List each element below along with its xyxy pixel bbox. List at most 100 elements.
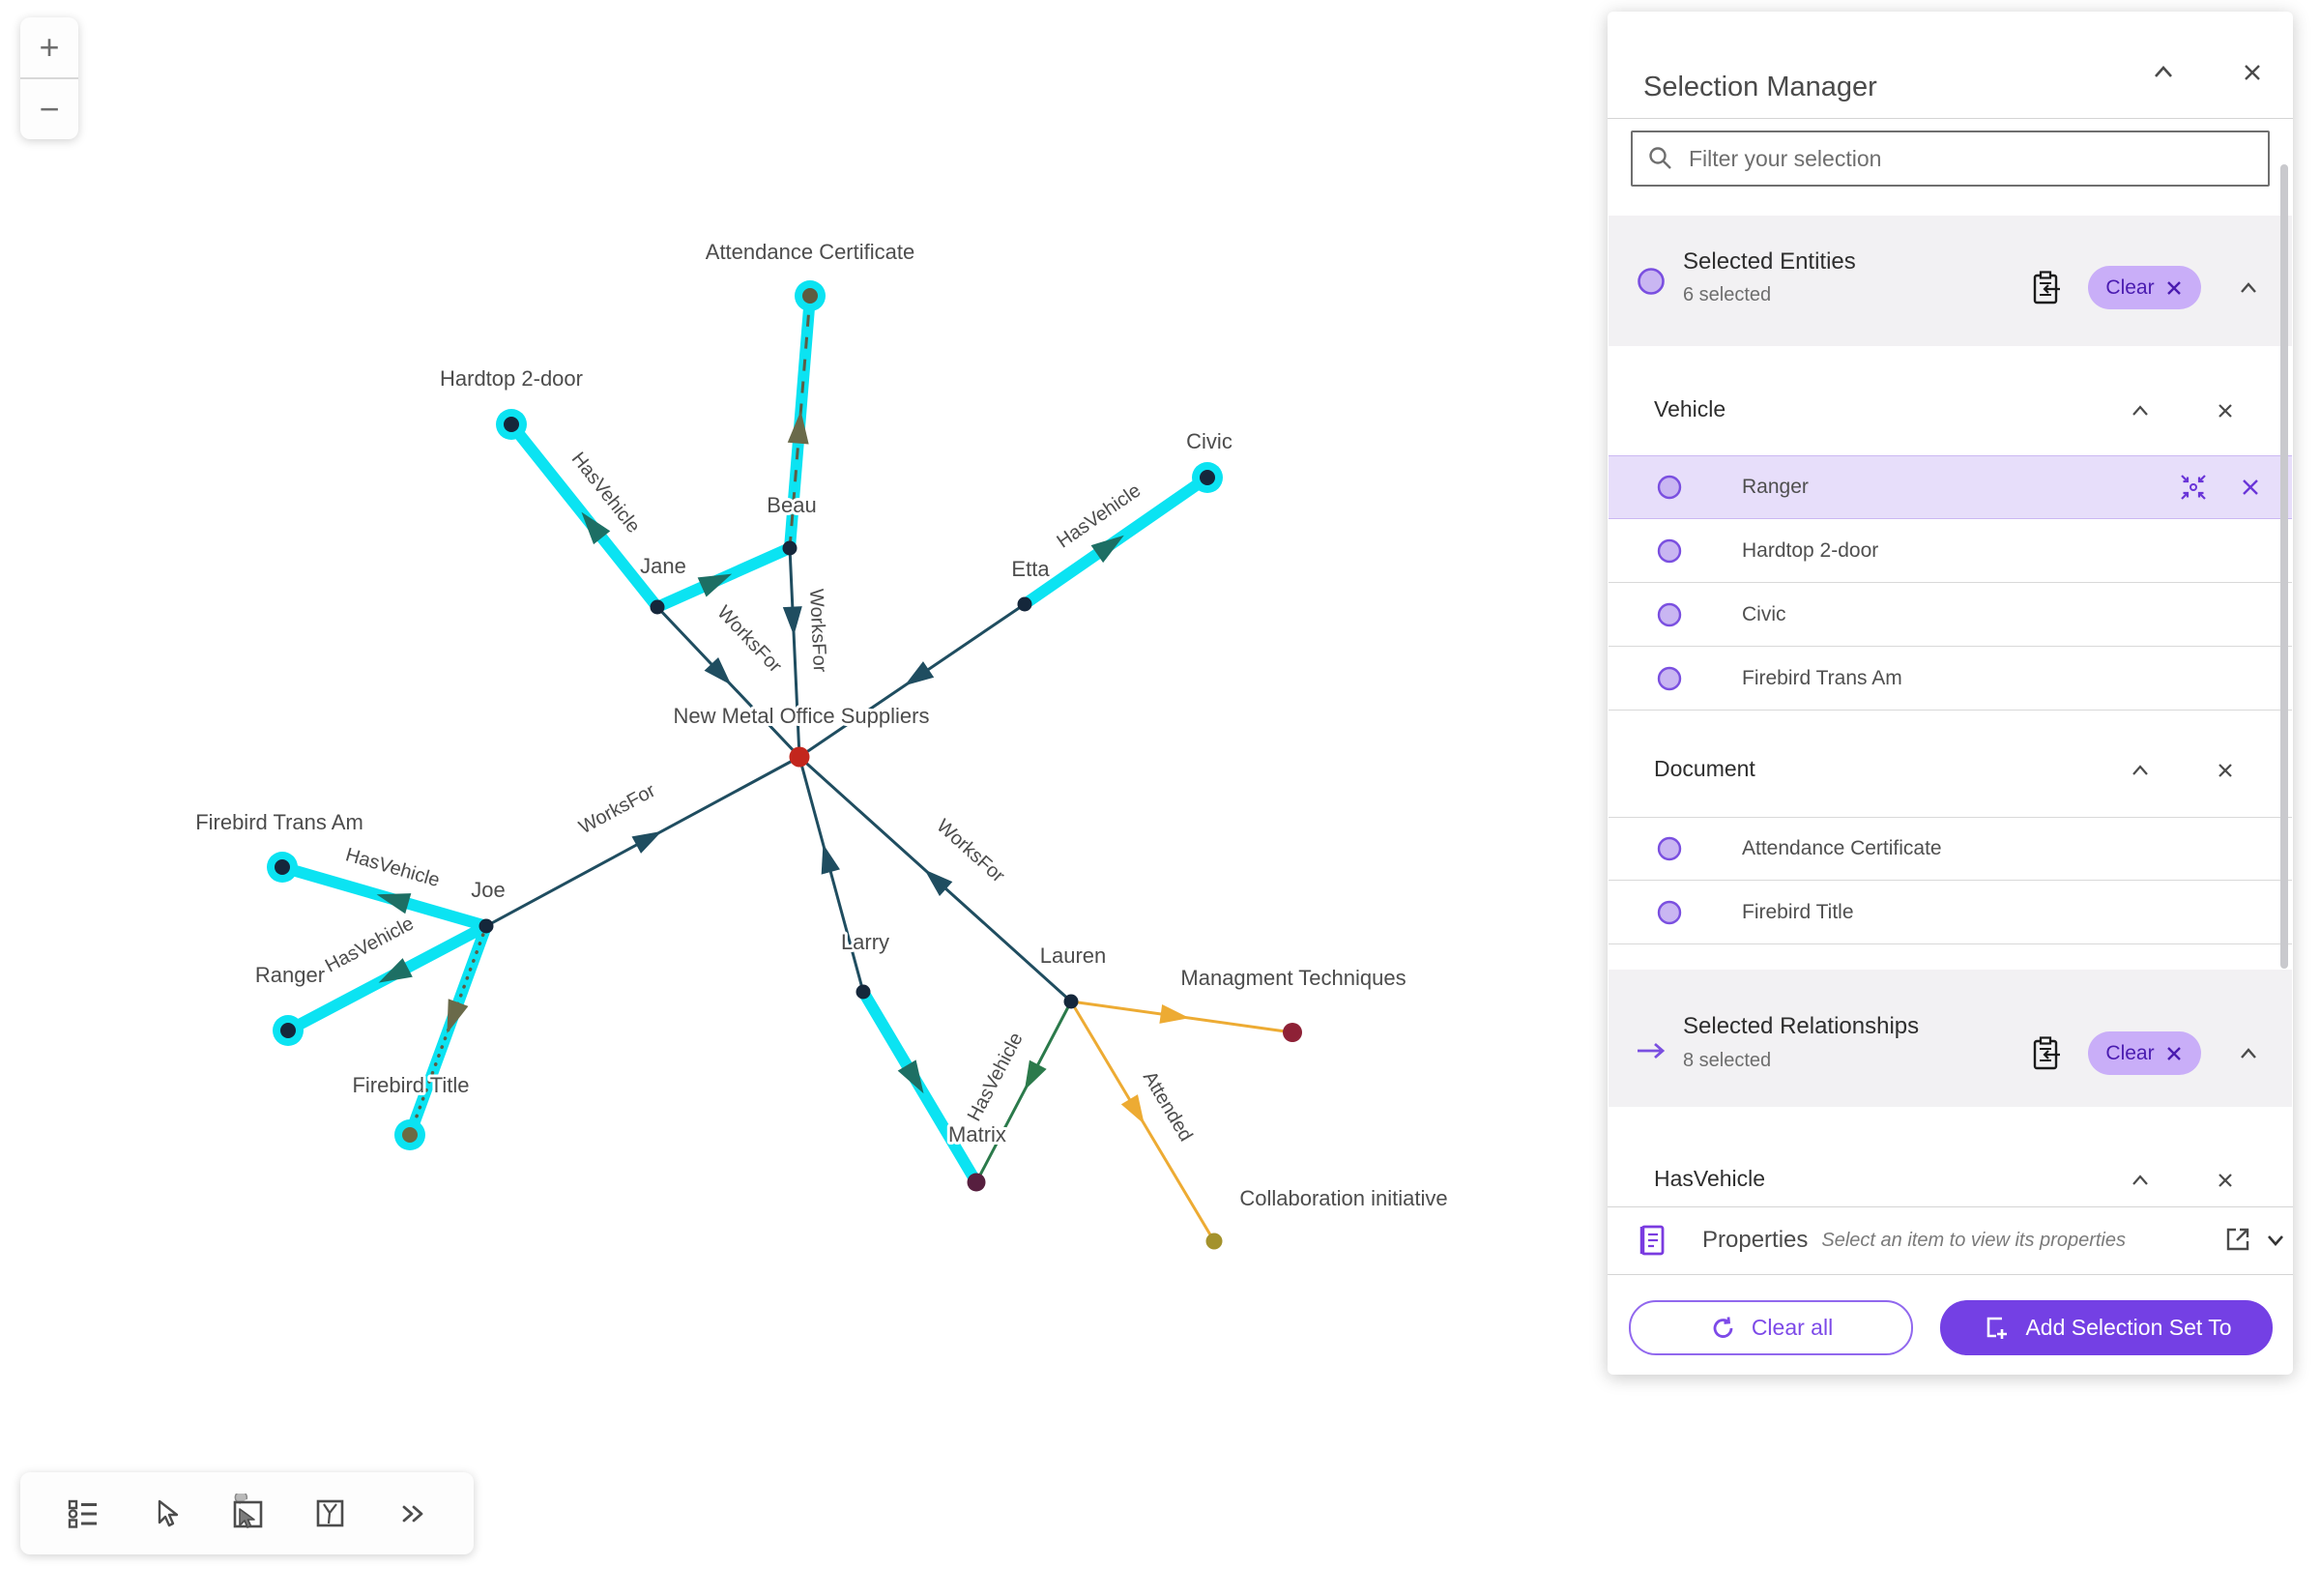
list-item[interactable]: Firebird Title — [1609, 881, 2292, 944]
properties-hint: Select an item to view its properties — [1821, 1229, 2126, 1251]
graph-node[interactable] — [650, 599, 665, 615]
graph-node-label: Ranger — [255, 963, 325, 987]
graph-edge-arrow — [924, 869, 953, 896]
graph-edge-arrow — [704, 656, 732, 685]
add-selection-set-button[interactable]: Add Selection Set To — [1940, 1300, 2273, 1355]
graph-node[interactable] — [504, 417, 519, 432]
list-item[interactable]: Ranger — [1609, 455, 2292, 519]
graph-node-label: Matrix — [948, 1122, 1006, 1146]
graph-node[interactable] — [802, 288, 818, 304]
search-box — [1631, 131, 2270, 187]
link-chart-layout-button[interactable] — [308, 1493, 351, 1535]
panel-scrollbar[interactable] — [2280, 164, 2288, 969]
graph-node-label: New Metal Office Suppliers — [674, 704, 930, 728]
divider — [1608, 118, 2293, 119]
close-vehicle-button[interactable] — [2211, 396, 2240, 425]
graph-node[interactable] — [789, 746, 810, 768]
clear-label: Clear — [2105, 276, 2155, 299]
collapse-relationships-button[interactable] — [2234, 1039, 2263, 1068]
graph-node[interactable] — [280, 1023, 296, 1038]
list-item-label: Civic — [1742, 602, 1786, 625]
graph-edge[interactable] — [798, 755, 865, 994]
search-input[interactable] — [1689, 145, 2254, 172]
more-tools-button[interactable] — [391, 1493, 433, 1535]
graph-edge-label: HasVehicle — [964, 1030, 1028, 1125]
entity-type-icon — [1657, 538, 1682, 563]
entity-type-icon — [1657, 602, 1682, 626]
zoom-in-button[interactable]: + — [20, 17, 78, 77]
clear-relationships-button[interactable]: Clear — [2088, 1031, 2201, 1075]
graph-node[interactable] — [1200, 470, 1215, 485]
clear-all-label: Clear all — [1751, 1315, 1834, 1340]
graph-node[interactable] — [478, 918, 494, 934]
pointer-tool-button[interactable] — [144, 1493, 187, 1535]
close-icon — [2218, 404, 2232, 418]
clear-label: Clear — [2105, 1041, 2155, 1064]
graph-node[interactable] — [782, 540, 798, 556]
collapse-entities-button[interactable] — [2234, 274, 2263, 303]
graph-edge[interactable] — [788, 546, 801, 759]
graph-node[interactable] — [856, 984, 871, 1000]
graph-node-label: Larry — [841, 930, 889, 954]
close-hasvehicle-button[interactable] — [2211, 1166, 2240, 1195]
open-panel-icon — [2226, 1228, 2249, 1251]
select-entities-tool-button[interactable] — [226, 1493, 269, 1535]
graph-node-label: Firebird Title — [352, 1073, 469, 1097]
selection-manager-panel: Selection Manager Selected Entities 6 se… — [1608, 12, 2293, 1375]
graph-edge-arrow — [1159, 1004, 1190, 1024]
list-item-label: Ranger — [1742, 476, 1809, 498]
entity-type-icon — [1657, 475, 1682, 500]
list-item[interactable]: Hardtop 2-door — [1609, 519, 2292, 583]
graph-edge-arrow — [904, 661, 935, 686]
center-on-icon[interactable] — [2176, 470, 2211, 505]
deselect-icon[interactable] — [2236, 473, 2265, 502]
graph-node[interactable] — [1283, 1023, 1302, 1042]
paste-entities-button[interactable] — [2027, 269, 2064, 307]
graph-toolbar — [20, 1472, 474, 1554]
collapse-vehicle-button[interactable] — [2126, 396, 2155, 425]
graph-edge-label: Attended — [1139, 1068, 1197, 1146]
close-panel-button[interactable] — [2236, 56, 2269, 89]
search-icon — [1649, 147, 1671, 169]
entity-type-icon — [1657, 836, 1682, 861]
open-properties-button[interactable] — [2220, 1222, 2255, 1257]
hasvehicle-group-title: HasVehicle — [1654, 1166, 1766, 1191]
close-icon — [2166, 1046, 2181, 1060]
list-item[interactable]: Civic — [1609, 583, 2292, 647]
graph-edge-arrow — [376, 893, 412, 914]
list-item[interactable]: Attendance Certificate — [1609, 817, 2292, 881]
graph-node[interactable] — [1063, 994, 1079, 1009]
graph-edge-dash — [788, 295, 812, 549]
graph-edge-arrow — [631, 830, 662, 854]
close-icon — [2245, 65, 2260, 80]
expand-properties-button[interactable] — [2261, 1226, 2290, 1255]
graph-edge-label: WorksFor — [932, 815, 1008, 886]
collapse-panel-button[interactable] — [2147, 56, 2180, 89]
collapse-icon — [2132, 405, 2148, 416]
graph-node[interactable] — [1017, 596, 1032, 612]
graph-edge[interactable] — [974, 1000, 1073, 1184]
clear-entities-button[interactable]: Clear — [2088, 266, 2201, 309]
zoom-out-button[interactable]: − — [20, 79, 78, 139]
graph-node[interactable] — [275, 859, 290, 875]
selected-relationships-title: Selected Relationships — [1683, 1013, 1920, 1039]
graph-node-label: Jane — [640, 554, 686, 578]
paste-relationships-button[interactable] — [2027, 1034, 2064, 1073]
collapse-document-button[interactable] — [2126, 756, 2155, 785]
close-document-button[interactable] — [2211, 756, 2240, 785]
graph-node[interactable] — [402, 1127, 418, 1143]
collapse-hasvehicle-button[interactable] — [2126, 1166, 2155, 1195]
selected-relationships-count: 8 selected — [1683, 1050, 1772, 1071]
collapse-icon — [2241, 1048, 2256, 1059]
chevron-down-icon — [2268, 1235, 2283, 1246]
graph-node-label: Joe — [471, 878, 505, 902]
vehicle-group-title: Vehicle — [1654, 396, 1726, 421]
graph-node[interactable] — [1205, 1233, 1223, 1250]
properties-bar[interactable]: Properties Select an item to view its pr… — [1608, 1206, 2293, 1274]
graph-node[interactable] — [967, 1173, 986, 1192]
clear-all-button[interactable]: Clear all — [1629, 1300, 1913, 1355]
legend-button[interactable] — [62, 1493, 104, 1535]
collapse-icon — [2132, 1175, 2148, 1185]
list-item[interactable]: Firebird Trans Am — [1609, 647, 2292, 711]
